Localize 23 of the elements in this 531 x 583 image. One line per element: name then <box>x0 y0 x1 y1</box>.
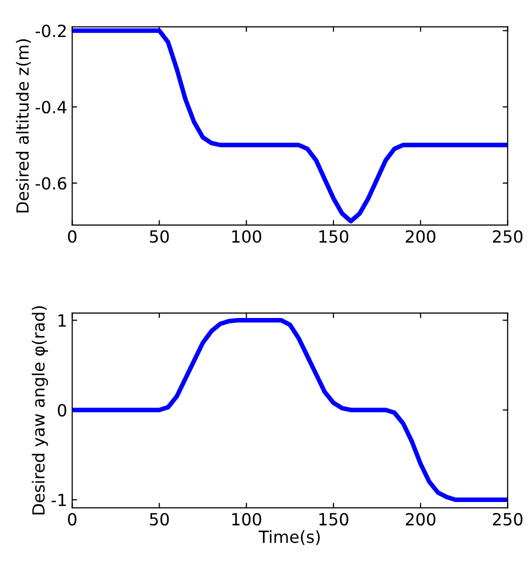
y-tick-label: -1 <box>52 494 66 506</box>
y-tick-label: -0.2 <box>36 24 66 38</box>
y-axis-title: Desired yaw angle φ(rad) <box>32 306 48 514</box>
x-tick-label: 50 <box>150 512 169 526</box>
x-tick-label: 0 <box>68 512 76 526</box>
y-tick-label: 1 <box>58 314 66 327</box>
y-tick-label: -0.6 <box>36 177 66 190</box>
y-tick-label: 0 <box>58 404 66 417</box>
x-tick-label: 150 <box>319 230 348 243</box>
x-tick-label: 200 <box>406 512 436 526</box>
line-series <box>72 28 508 224</box>
x-tick-label: 200 <box>406 230 436 243</box>
x-tick-label: 100 <box>232 512 262 526</box>
x-tick-label: 50 <box>150 230 169 243</box>
x-tick-label: 150 <box>319 512 348 526</box>
x-tick-label: 0 <box>68 230 76 243</box>
x-tick-label: 250 <box>492 512 522 526</box>
x-axis-title: Time(s) <box>258 530 320 546</box>
line-series <box>72 318 508 502</box>
y-tick-label: -0.4 <box>36 100 66 114</box>
y-axis-title: Desired altitude z(m) <box>16 39 31 212</box>
x-tick-label: 100 <box>232 230 262 243</box>
x-tick-label: 250 <box>492 230 522 243</box>
